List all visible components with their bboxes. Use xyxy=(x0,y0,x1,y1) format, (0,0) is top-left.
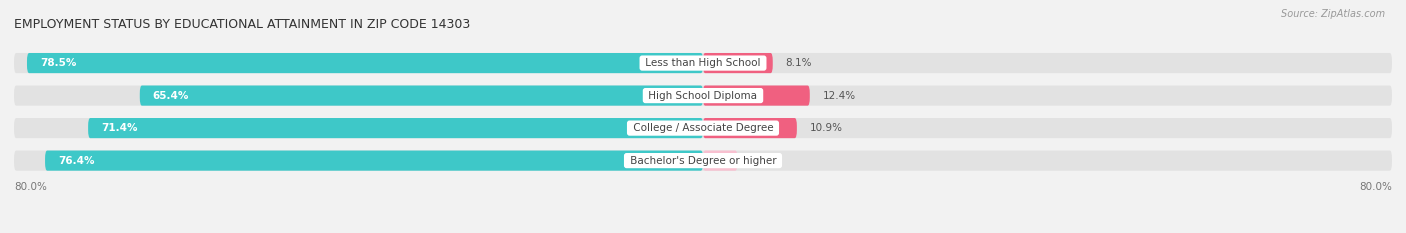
FancyBboxPatch shape xyxy=(14,118,1392,138)
Text: 76.4%: 76.4% xyxy=(58,156,94,166)
FancyBboxPatch shape xyxy=(14,86,1392,106)
FancyBboxPatch shape xyxy=(703,151,738,171)
FancyBboxPatch shape xyxy=(14,53,1392,73)
Text: Bachelor's Degree or higher: Bachelor's Degree or higher xyxy=(627,156,779,166)
Text: 0.0%: 0.0% xyxy=(747,156,772,166)
Legend: In Labor Force, Unemployed: In Labor Force, Unemployed xyxy=(603,231,803,233)
FancyBboxPatch shape xyxy=(27,53,703,73)
Text: 65.4%: 65.4% xyxy=(153,91,188,101)
Text: 80.0%: 80.0% xyxy=(1360,182,1392,192)
Text: High School Diploma: High School Diploma xyxy=(645,91,761,101)
Text: 12.4%: 12.4% xyxy=(823,91,856,101)
FancyBboxPatch shape xyxy=(703,86,810,106)
Text: Source: ZipAtlas.com: Source: ZipAtlas.com xyxy=(1281,9,1385,19)
FancyBboxPatch shape xyxy=(45,151,703,171)
FancyBboxPatch shape xyxy=(139,86,703,106)
Text: 10.9%: 10.9% xyxy=(810,123,842,133)
Text: College / Associate Degree: College / Associate Degree xyxy=(630,123,776,133)
Text: 78.5%: 78.5% xyxy=(39,58,76,68)
Text: EMPLOYMENT STATUS BY EDUCATIONAL ATTAINMENT IN ZIP CODE 14303: EMPLOYMENT STATUS BY EDUCATIONAL ATTAINM… xyxy=(14,18,471,31)
Text: 71.4%: 71.4% xyxy=(101,123,138,133)
Text: Less than High School: Less than High School xyxy=(643,58,763,68)
Text: 8.1%: 8.1% xyxy=(786,58,813,68)
FancyBboxPatch shape xyxy=(703,118,797,138)
Text: 80.0%: 80.0% xyxy=(14,182,46,192)
FancyBboxPatch shape xyxy=(14,151,1392,171)
FancyBboxPatch shape xyxy=(89,118,703,138)
FancyBboxPatch shape xyxy=(703,53,773,73)
